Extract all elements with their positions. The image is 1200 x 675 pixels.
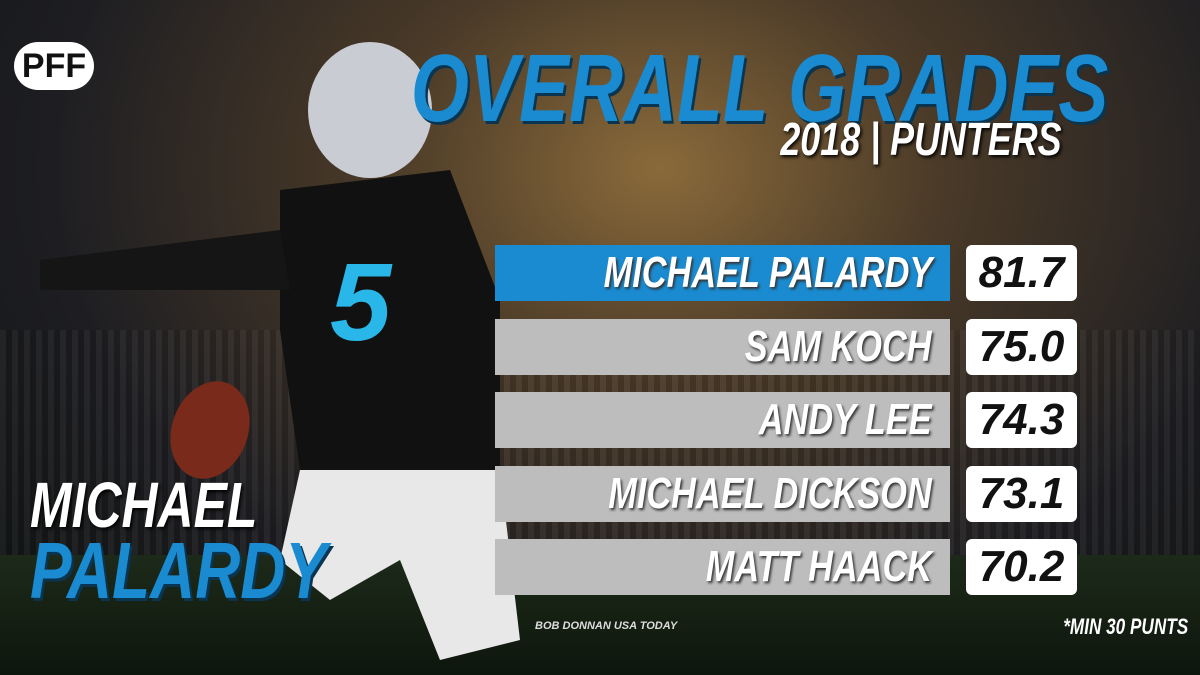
player-name: SAM KOCH bbox=[745, 321, 932, 371]
player-bar: MICHAEL DICKSON bbox=[495, 465, 950, 522]
grade: 74.3 bbox=[966, 392, 1077, 448]
photo-credit: BOB DONNAN USA TODAY bbox=[535, 620, 678, 632]
helmet bbox=[308, 42, 432, 178]
player-bar: MATT HAACK bbox=[495, 539, 950, 595]
grade: 70.2 bbox=[966, 539, 1077, 595]
table-row: SAM KOCH 75.0 bbox=[495, 318, 1077, 375]
jersey bbox=[280, 170, 500, 470]
logo: PFF bbox=[14, 42, 94, 90]
player-last-name: PALARDY bbox=[30, 526, 327, 615]
table-row: ANDY LEE 74.3 bbox=[495, 392, 1077, 448]
jersey-number: 5 bbox=[330, 241, 393, 364]
table-row: MICHAEL PALARDY 81.7 bbox=[495, 245, 1077, 301]
arm bbox=[40, 230, 290, 290]
subtitle: 2018 | PUNTERS bbox=[780, 113, 1062, 165]
table-row: MATT HAACK 70.2 bbox=[495, 539, 1077, 595]
grade: 81.7 bbox=[966, 245, 1077, 301]
player-name: MICHAEL DICKSON bbox=[608, 468, 932, 518]
football bbox=[170, 381, 250, 479]
player-name: MICHAEL PALARDY bbox=[603, 248, 932, 297]
table-row: MICHAEL DICKSON 73.1 bbox=[495, 465, 1077, 522]
player-name: ANDY LEE bbox=[759, 395, 932, 444]
grade: 75.0 bbox=[966, 318, 1077, 375]
grade: 73.1 bbox=[966, 465, 1077, 522]
ranking-table: MICHAEL PALARDY 81.7 SAM KOCH 75.0 ANDY LEE 7… bbox=[495, 245, 1077, 613]
footnote: *MIN 30 PUNTS bbox=[1063, 614, 1188, 639]
title: OVERALL GRADES bbox=[410, 35, 1108, 142]
player-bar: ANDY LEE bbox=[495, 392, 950, 448]
player-bar: MICHAEL PALARDY bbox=[495, 245, 950, 301]
pants bbox=[280, 470, 520, 660]
player-name: MATT HAACK bbox=[705, 542, 932, 591]
player-bar: SAM KOCH bbox=[495, 318, 950, 375]
player-first-name: MICHAEL bbox=[30, 469, 258, 541]
player-silhouette: 5 bbox=[40, 42, 520, 660]
